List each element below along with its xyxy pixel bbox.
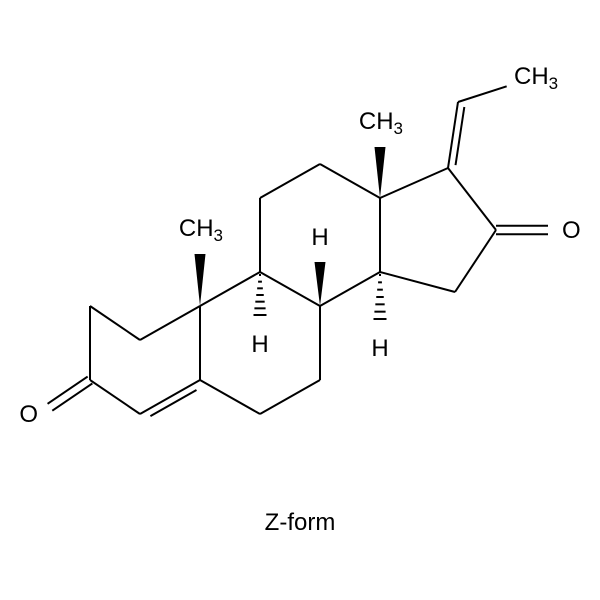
atom-label: CH3 [179,215,223,245]
labels-layer: O O CH3 CH3 CH3 H H H [19,63,580,428]
bonds-layer [48,86,548,416]
wedges-layer [195,147,386,306]
atom-label: O [19,401,38,428]
atom-label: H [251,331,268,358]
molecule-diagram: O O CH3 CH3 CH3 H H H Z-form [0,0,600,600]
atom-label: H [311,224,328,251]
atom-label: H [371,335,388,362]
atom-label: CH3 [514,63,558,93]
caption: Z-form [265,509,336,536]
atom-label: O [562,217,581,244]
atom-label: CH3 [359,108,403,138]
